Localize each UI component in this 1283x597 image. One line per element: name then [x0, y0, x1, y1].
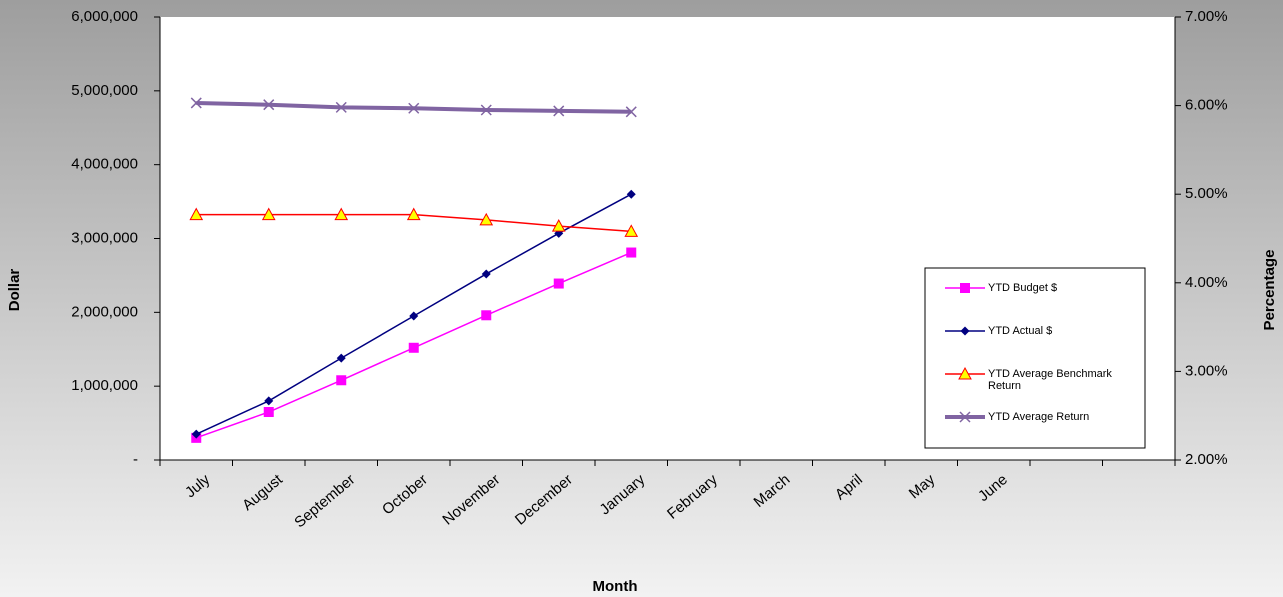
legend-label-line: Return — [988, 380, 1021, 392]
marker — [958, 366, 972, 380]
marker — [261, 207, 276, 221]
marker — [626, 189, 636, 199]
legend-label-line: YTD Average Benchmark — [988, 368, 1112, 380]
marker — [408, 342, 419, 353]
marker — [264, 396, 274, 406]
marker — [960, 283, 970, 293]
marker — [481, 310, 492, 321]
marker — [336, 375, 347, 386]
y-tick-label: 5,000,000 — [71, 82, 138, 99]
marker — [336, 353, 346, 363]
marker — [481, 269, 491, 279]
y2-tick-label: 3.00% — [1185, 362, 1228, 379]
marker — [334, 207, 349, 221]
marker — [189, 207, 204, 221]
legend-label: YTD Budget $ — [988, 282, 1057, 294]
y2-axis-title: Percentage — [1261, 250, 1278, 331]
marker — [553, 105, 565, 117]
y2-tick-label: 5.00% — [1185, 185, 1228, 202]
y-tick-label: 1,000,000 — [71, 377, 138, 394]
marker — [409, 311, 419, 321]
legend-label: YTD Average Benchmark Return — [988, 368, 1112, 392]
y-tick-label: 2,000,000 — [71, 303, 138, 320]
marker — [263, 99, 275, 111]
y2-tick-label: 6.00% — [1185, 97, 1228, 114]
marker — [626, 247, 637, 258]
marker — [190, 97, 202, 109]
y2-tick-label: 2.00% — [1185, 451, 1228, 468]
marker — [335, 101, 347, 113]
y-axis-title: Dollar — [6, 269, 23, 312]
marker — [479, 212, 494, 226]
x-axis-title: Month — [593, 578, 638, 595]
y-tick-label: - — [133, 451, 138, 468]
marker — [191, 429, 201, 439]
marker — [408, 102, 420, 114]
marker — [959, 411, 971, 423]
marker — [406, 207, 421, 221]
legend-label: YTD Average Return — [988, 411, 1089, 423]
marker — [624, 224, 639, 237]
y-tick-label: 4,000,000 — [71, 156, 138, 173]
y-tick-label: 3,000,000 — [71, 229, 138, 246]
marker — [960, 326, 970, 336]
marker — [263, 407, 274, 418]
marker — [625, 106, 637, 118]
y2-tick-label: 7.00% — [1185, 8, 1228, 25]
marker — [551, 219, 566, 232]
marker — [480, 104, 492, 116]
y2-tick-label: 4.00% — [1185, 274, 1228, 291]
marker — [553, 278, 564, 289]
legend-label: YTD Actual $ — [988, 325, 1052, 337]
y-tick-label: 6,000,000 — [71, 8, 138, 25]
